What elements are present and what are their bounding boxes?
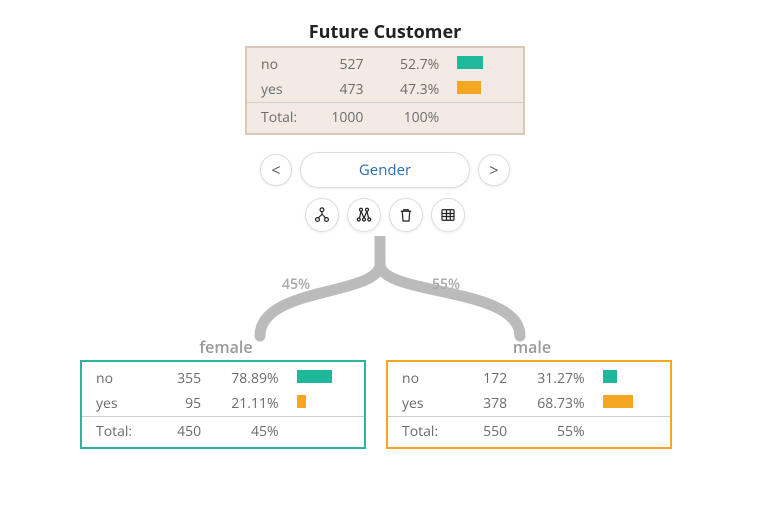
prev-button[interactable]: < — [260, 154, 292, 186]
child-node-right: no 172 31.27% yes 378 68.73% Total: 550 … — [386, 360, 672, 449]
row-count: 172 — [454, 366, 515, 391]
root-title: Future Customer — [245, 20, 525, 44]
row-bar-cell — [593, 366, 670, 391]
total-pct: 100% — [371, 103, 447, 134]
row-count: 355 — [148, 366, 209, 391]
attribute-pill[interactable]: Gender — [300, 152, 470, 188]
child-table-left: no 355 78.89% yes 95 21.11% Total: 450 4… — [82, 366, 364, 447]
root-node: no 527 52.7% yes 473 47.3% Total: 1000 1… — [245, 46, 525, 135]
total-pct: 45% — [209, 417, 286, 448]
row-count: 378 — [454, 391, 515, 417]
child-table-right: no 172 31.27% yes 378 68.73% Total: 550 … — [388, 366, 670, 447]
row-pct: 47.3% — [371, 77, 447, 103]
split-icon[interactable] — [305, 198, 339, 232]
row-pct: 68.73% — [515, 391, 592, 417]
table-row: no 355 78.89% — [82, 366, 364, 391]
table-row: no 172 31.27% — [388, 366, 670, 391]
tool-row — [280, 198, 490, 232]
row-label: no — [388, 366, 454, 391]
trash-icon[interactable] — [389, 198, 423, 232]
total-row: Total: 1000 100% — [247, 103, 523, 134]
root-table: no 527 52.7% yes 473 47.3% Total: 1000 1… — [247, 52, 523, 133]
row-bar — [457, 56, 483, 69]
total-label: Total: — [82, 417, 148, 448]
table-row: yes 473 47.3% — [247, 77, 523, 103]
total-count: 550 — [454, 417, 515, 448]
child-node-left: no 355 78.89% yes 95 21.11% Total: 450 4… — [80, 360, 366, 449]
row-count: 473 — [312, 77, 372, 103]
child-title-left: female — [86, 336, 366, 358]
row-bar — [603, 395, 633, 408]
row-pct: 31.27% — [515, 366, 592, 391]
table-icon[interactable] — [431, 198, 465, 232]
row-pct: 21.11% — [209, 391, 286, 417]
row-bar — [603, 370, 617, 383]
total-label: Total: — [388, 417, 454, 448]
row-label: yes — [82, 391, 148, 417]
branch-pct-left: 45% — [282, 275, 310, 294]
table-row: yes 378 68.73% — [388, 391, 670, 417]
row-bar-cell — [447, 52, 523, 77]
row-bar — [457, 81, 481, 94]
row-pct: 78.89% — [209, 366, 286, 391]
total-row: Total: 450 45% — [82, 417, 364, 448]
row-label: no — [247, 52, 312, 77]
table-row: no 527 52.7% — [247, 52, 523, 77]
row-bar-cell — [593, 391, 670, 417]
row-label: no — [82, 366, 148, 391]
attribute-selector: < Gender > — [250, 152, 520, 188]
total-count: 450 — [148, 417, 209, 448]
row-count: 95 — [148, 391, 209, 417]
total-count: 1000 — [312, 103, 372, 134]
row-bar-cell — [447, 77, 523, 103]
row-label: yes — [247, 77, 312, 103]
row-pct: 52.7% — [371, 52, 447, 77]
row-bar — [297, 370, 332, 383]
branch-pct-right: 55% — [432, 275, 460, 294]
total-pct: 55% — [515, 417, 592, 448]
row-bar-cell — [287, 366, 364, 391]
row-bar — [297, 395, 306, 408]
table-row: yes 95 21.11% — [82, 391, 364, 417]
child-title-right: male — [392, 336, 672, 358]
row-count: 527 — [312, 52, 372, 77]
total-label: Total: — [247, 103, 312, 134]
total-row: Total: 550 55% — [388, 417, 670, 448]
row-bar-cell — [287, 391, 364, 417]
next-button[interactable]: > — [478, 154, 510, 186]
row-label: yes — [388, 391, 454, 417]
multi-split-icon[interactable] — [347, 198, 381, 232]
